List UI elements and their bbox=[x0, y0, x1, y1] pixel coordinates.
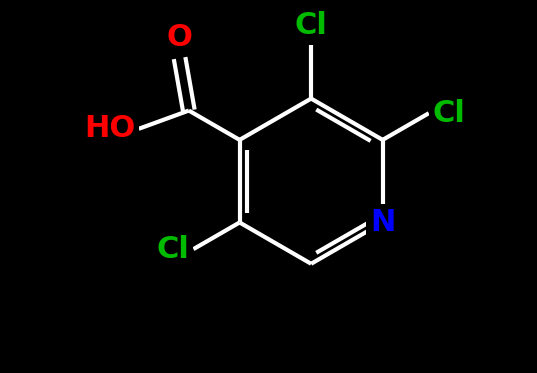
Text: O: O bbox=[166, 23, 193, 52]
Text: HO: HO bbox=[84, 114, 135, 143]
Text: Cl: Cl bbox=[295, 10, 328, 40]
Text: N: N bbox=[370, 208, 395, 237]
Text: Cl: Cl bbox=[433, 99, 466, 128]
Text: Cl: Cl bbox=[157, 235, 190, 264]
